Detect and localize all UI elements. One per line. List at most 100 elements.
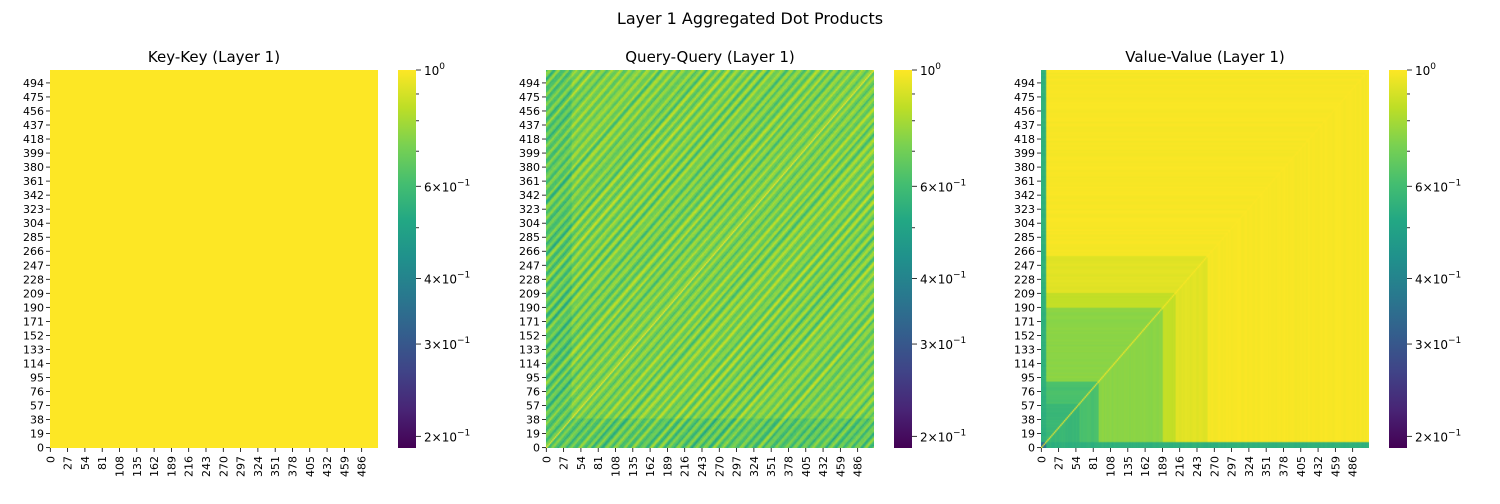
- x-tick-label: 27: [1053, 456, 1066, 470]
- y-tick-label: 418: [23, 133, 44, 146]
- colorbar-tick-label: 100: [920, 62, 941, 78]
- x-tick-label: 324: [1243, 456, 1256, 477]
- y-tick-label: 399: [23, 147, 44, 160]
- y-tick-label: 361: [23, 175, 44, 188]
- x-tick-label: 432: [817, 456, 830, 477]
- x-tick-label: 189: [661, 456, 674, 477]
- x-tick-label: 162: [148, 456, 161, 477]
- y-tick-label: 209: [519, 287, 540, 300]
- y-tick-label: 38: [1021, 414, 1035, 427]
- x-tick-label: 459: [338, 456, 351, 477]
- x-tick-label: 81: [1087, 456, 1100, 470]
- x-tick-label: 189: [1156, 456, 1169, 477]
- x-tick-label: 405: [800, 456, 813, 477]
- colorbar-tick-label: 2×10−1: [1415, 428, 1461, 444]
- y-tick-label: 380: [1014, 161, 1035, 174]
- y-tick-label: 361: [519, 175, 540, 188]
- x-tick-label: 81: [592, 456, 605, 470]
- x-tick-label: 324: [748, 456, 761, 477]
- y-tick-label: 95: [1021, 371, 1035, 384]
- y-tick-label: 266: [23, 245, 44, 258]
- x-tick-label: 378: [286, 456, 299, 477]
- x-tick-label: 351: [269, 456, 282, 477]
- y-tick-label: 228: [519, 273, 540, 286]
- x-tick-label: 270: [1208, 456, 1221, 477]
- y-tick-label: 38: [526, 414, 540, 427]
- y-tick-label: 190: [519, 301, 540, 314]
- x-tick-label: 27: [62, 456, 75, 470]
- x-tick-label: 243: [696, 456, 709, 477]
- y-tick-label: 95: [526, 371, 540, 384]
- y-tick-label: 76: [526, 386, 540, 399]
- y-tick-label: 494: [23, 77, 44, 90]
- x-tick-label: 378: [782, 456, 795, 477]
- y-tick-label: 475: [519, 91, 540, 104]
- y-tick-label: 133: [23, 343, 44, 356]
- y-tick-label: 247: [23, 259, 44, 272]
- x-tick-label: 135: [131, 456, 144, 477]
- colorbar-tick-label: 100: [1415, 62, 1436, 78]
- panel-title: Key-Key (Layer 1): [148, 48, 280, 66]
- x-tick-label: 351: [1260, 456, 1273, 477]
- y-tick-label: 0: [533, 442, 540, 455]
- colorbar-tick-label: 6×10−1: [920, 178, 966, 194]
- colorbar-tick-label: 2×10−1: [424, 428, 470, 444]
- heatmap-image: [1041, 70, 1369, 448]
- x-tick-label: 324: [252, 456, 265, 477]
- x-tick-label: 54: [79, 456, 92, 470]
- x-tick-label: 297: [235, 456, 248, 477]
- y-tick-label: 228: [23, 273, 44, 286]
- heatmap-panel-1: Key-Key (Layer 1) 0 27 54 81 108 135 162 189 216 2…: [23, 48, 470, 477]
- x-tick-label: 405: [1295, 456, 1308, 477]
- colorbar-tick-label: 100: [424, 62, 445, 78]
- x-tick-label: 243: [200, 456, 213, 477]
- x-tick-label: 135: [1122, 456, 1135, 477]
- x-tick-label: 0: [540, 456, 553, 463]
- y-tick-label: 133: [519, 343, 540, 356]
- y-tick-label: 171: [1014, 315, 1035, 328]
- x-tick-label: 351: [765, 456, 778, 477]
- x-tick-label: 108: [610, 456, 623, 477]
- x-tick-label: 486: [356, 456, 369, 477]
- y-tick-label: 342: [23, 189, 44, 202]
- y-tick-label: 152: [23, 329, 44, 342]
- x-tick-label: 459: [834, 456, 847, 477]
- colorbar: [398, 70, 416, 448]
- x-tick-label: 0: [1035, 456, 1048, 463]
- y-tick-label: 456: [519, 105, 540, 118]
- y-tick-label: 304: [23, 217, 44, 230]
- x-tick-label: 108: [114, 456, 127, 477]
- y-tick-label: 133: [1014, 343, 1035, 356]
- y-tick-label: 437: [1014, 119, 1035, 132]
- y-tick-label: 171: [519, 315, 540, 328]
- colorbar-tick-label: 2×10−1: [920, 428, 966, 444]
- x-tick-label: 405: [304, 456, 317, 477]
- y-tick-label: 171: [23, 315, 44, 328]
- figure-title: Layer 1 Aggregated Dot Products: [617, 9, 883, 28]
- y-tick-label: 418: [519, 133, 540, 146]
- heatmap-panel-2: Query-Query (Layer 1) 0 27 54 81 108 135 162 189…: [519, 48, 966, 477]
- y-tick-label: 114: [519, 357, 540, 370]
- y-tick-label: 152: [519, 329, 540, 342]
- y-tick-label: 418: [1014, 133, 1035, 146]
- x-tick-label: 297: [1226, 456, 1239, 477]
- x-tick-label: 486: [1347, 456, 1360, 477]
- y-tick-label: 190: [23, 301, 44, 314]
- y-tick-label: 152: [1014, 329, 1035, 342]
- heatmap-panel-3: Value-Value (Layer 1) 0 27 54 81 108 135 162 189…: [1014, 48, 1461, 477]
- x-tick-label: 27: [558, 456, 571, 470]
- y-tick-label: 342: [519, 189, 540, 202]
- y-tick-label: 266: [519, 245, 540, 258]
- colorbar-tick-label: 4×10−1: [424, 271, 470, 287]
- y-tick-label: 323: [1014, 203, 1035, 216]
- y-tick-label: 285: [1014, 231, 1035, 244]
- colorbar-tick-label: 3×10−1: [920, 336, 966, 352]
- y-tick-label: 19: [1021, 428, 1035, 441]
- y-tick-label: 114: [1014, 357, 1035, 370]
- x-tick-label: 216: [1174, 456, 1187, 477]
- x-tick-label: 216: [183, 456, 196, 477]
- y-tick-label: 38: [30, 414, 44, 427]
- x-tick-label: 108: [1105, 456, 1118, 477]
- y-tick-label: 19: [30, 428, 44, 441]
- heatmap-image: [50, 70, 378, 448]
